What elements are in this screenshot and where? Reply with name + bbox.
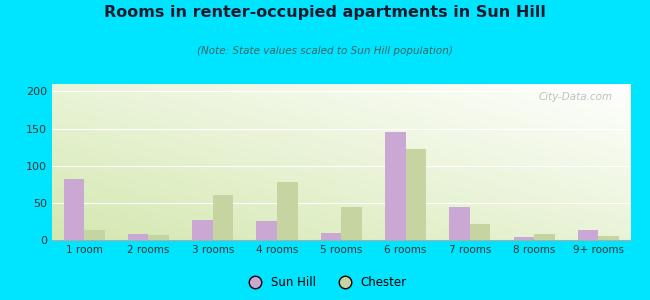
Bar — [148, 235, 169, 240]
Bar — [320, 232, 341, 240]
Bar — [385, 132, 406, 240]
Bar — [277, 182, 298, 240]
Bar — [599, 236, 619, 240]
Bar — [64, 179, 84, 240]
Bar — [84, 230, 105, 240]
Bar — [213, 195, 233, 240]
Text: Rooms in renter-occupied apartments in Sun Hill: Rooms in renter-occupied apartments in S… — [104, 4, 546, 20]
Bar — [449, 207, 470, 240]
Bar — [341, 207, 362, 240]
Bar — [578, 230, 599, 240]
Text: City-Data.com: City-Data.com — [539, 92, 613, 102]
Bar — [192, 220, 213, 240]
Text: (Note: State values scaled to Sun Hill population): (Note: State values scaled to Sun Hill p… — [197, 46, 453, 56]
Bar — [406, 149, 426, 240]
Bar — [514, 237, 534, 240]
Bar — [470, 224, 490, 240]
Legend: Sun Hill, Chester: Sun Hill, Chester — [239, 272, 411, 294]
Bar — [534, 234, 554, 240]
Bar — [128, 234, 148, 240]
Bar — [256, 221, 277, 240]
